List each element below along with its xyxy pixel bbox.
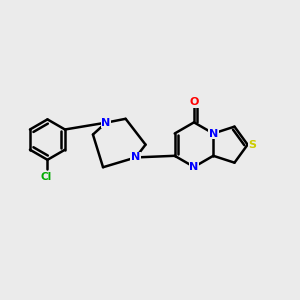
Text: S: S <box>249 140 257 150</box>
Text: Cl: Cl <box>40 172 52 182</box>
Text: N: N <box>189 162 199 172</box>
Text: N: N <box>189 162 199 172</box>
Text: N: N <box>209 128 218 139</box>
Text: S: S <box>249 140 257 150</box>
Text: N: N <box>131 152 140 162</box>
Text: O: O <box>189 97 199 107</box>
Text: Cl: Cl <box>40 172 52 182</box>
Text: N: N <box>101 118 111 128</box>
Text: N: N <box>101 118 111 128</box>
Text: N: N <box>209 128 218 139</box>
Text: O: O <box>189 97 199 107</box>
Text: N: N <box>131 152 140 162</box>
